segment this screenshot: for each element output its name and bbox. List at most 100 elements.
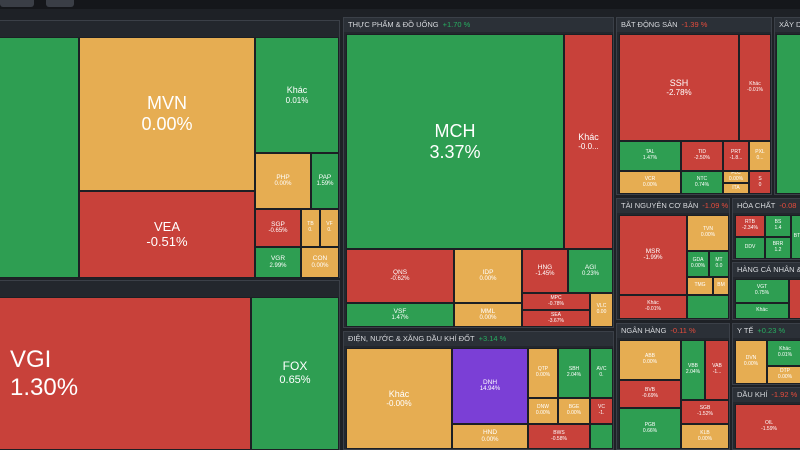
tile-symbol: GDA — [692, 257, 704, 264]
tile-bvb[interactable]: BVB -0.69% — [619, 380, 681, 408]
tile-mt[interactable]: MT 0.0 — [709, 251, 729, 277]
tile-unlabeled[interactable] — [776, 34, 800, 194]
tile-vgt[interactable]: VGT 0.75% — [735, 279, 789, 303]
tile-symbol: TB — [307, 221, 314, 228]
tile-avc[interactable]: AVC 0. — [590, 348, 613, 398]
tile-brr[interactable]: BRR 1.2 — [765, 237, 791, 259]
tile-tmg[interactable]: TMG — [687, 277, 713, 295]
tile-oil[interactable]: OIL -1.59% — [735, 404, 800, 449]
tile-vsf[interactable]: VSF 1.47% — [346, 303, 454, 327]
tile-unlabeled[interactable] — [0, 37, 79, 278]
tile-khac[interactable]: Khác 0.01% — [767, 340, 800, 366]
tile-unlabeled[interactable] — [590, 424, 613, 449]
tile-vc[interactable]: VC -1. — [590, 398, 613, 424]
tile-bs[interactable]: BS 1.4 — [765, 215, 791, 237]
tile-idp[interactable]: IDP 0.00% — [454, 249, 522, 303]
sector-basic-resources: TÀI NGUYÊN CƠ BẢN -1.09 % MSR -1.99% TVN 0.… — [616, 198, 730, 320]
tile-khac[interactable]: Khác -0.00% — [346, 348, 452, 449]
tile-klb[interactable]: KLB 0.00% — [681, 424, 729, 449]
tile-pxl[interactable]: PXL 0... — [749, 141, 771, 171]
tile-mml[interactable]: MML 0.00% — [454, 303, 522, 327]
tile-unlabeled[interactable] — [687, 295, 729, 319]
tile-vf[interactable]: VF 0. — [320, 209, 339, 247]
tile-sgb[interactable]: SGB -1.52% — [681, 400, 729, 424]
tile-vgr[interactable]: VGR 2.99% — [255, 247, 301, 278]
tile-vab[interactable]: VAB -1... — [705, 340, 729, 400]
tile-vcr[interactable]: VCR 0.00% — [619, 171, 681, 194]
tile-tal[interactable]: TAL 1.47% — [619, 141, 681, 171]
tile-ntc[interactable]: NTC 0.74% — [681, 171, 723, 194]
tile-percent: 1.47% — [642, 155, 658, 161]
tile-abb[interactable]: ABB 0.00% — [619, 340, 681, 380]
tile-php[interactable]: PHP 0.00% — [255, 153, 311, 209]
tile-dnw[interactable]: DNW 0.00% — [528, 398, 558, 424]
tile-ssh[interactable]: SSH -2.78% — [619, 34, 739, 141]
sector-change: -1.09 % — [702, 201, 729, 210]
tile-percent: 0.00% — [700, 232, 716, 238]
tile-mpc[interactable]: MPC -0.78% — [522, 293, 590, 310]
tile-hnd[interactable]: HND 0.00% — [452, 424, 528, 449]
tile-bm[interactable]: BM — [713, 277, 729, 295]
tile-percent: -1.99% — [643, 255, 663, 262]
tile-sea[interactable]: SEA -3.67% — [522, 310, 590, 327]
tile-flc[interactable]: FLC 0.00% — [723, 171, 749, 183]
tile-percent: -0.65% — [268, 228, 288, 235]
tile-percent: 0.00% — [535, 410, 551, 416]
tile-khac[interactable]: Khác -0.0... — [564, 34, 613, 249]
tile-msr[interactable]: MSR -1.99% — [619, 215, 687, 295]
tile-pgb[interactable]: PGB 0.66% — [619, 408, 681, 449]
tile-mch[interactable]: MCH 3.37% — [346, 34, 564, 249]
tile-percent: 0.00% — [743, 361, 759, 367]
tile-symbol: SBH — [568, 366, 580, 373]
tile-unlabeled[interactable] — [789, 279, 800, 319]
tile-pap[interactable]: PAP 1.59% — [311, 153, 339, 209]
tile-sgp[interactable]: SGP -0.65% — [255, 209, 301, 247]
toolbar-button[interactable] — [0, 0, 34, 7]
sector-change: -1.92 % — [771, 390, 798, 399]
tile-con[interactable]: CON 0.00% — [301, 247, 339, 278]
tile-percent: 1.47% — [391, 315, 409, 322]
tile-hng[interactable]: HNG -1.45% — [522, 249, 568, 293]
tile-prt[interactable]: PRT -1.8... — [723, 141, 749, 171]
tile-gda[interactable]: GDA 0.00% — [687, 251, 709, 277]
tile-symbol: Khác — [749, 80, 761, 87]
tile-symbol: AGI — [584, 263, 597, 271]
tile-bge[interactable]: BGE 0.00% — [558, 398, 590, 424]
tile-tvn[interactable]: TVN 0.00% — [687, 215, 729, 251]
tile-qns[interactable]: QNS -0.62% — [346, 249, 454, 303]
toolbar-button[interactable] — [46, 0, 74, 7]
tile-bws[interactable]: BWS -0.58% — [528, 424, 590, 449]
tile-tid[interactable]: TID -2.50% — [681, 141, 723, 171]
tile-vlc[interactable]: VLC 0.00 — [590, 293, 613, 327]
sector-header: BẤT ĐỘNG SẢN -1.39 % — [617, 18, 771, 32]
tile-mvn[interactable]: MVN 0.00% — [79, 37, 255, 191]
tile-fox[interactable]: FOX 0.65% — [251, 297, 339, 450]
tile-percent: 2.04% — [685, 369, 701, 375]
tile-ddv[interactable]: DDV — [735, 237, 765, 259]
tile-dtp[interactable]: DTP 0.00% — [767, 366, 800, 384]
tile-bt[interactable]: BT — [791, 215, 800, 259]
tile-dnh[interactable]: DNH 14.94% — [452, 348, 528, 424]
tile-sbh[interactable]: SBH 2.04% — [558, 348, 590, 398]
tile-tb[interactable]: TB 0. — [301, 209, 320, 247]
tile-symbol: Khác — [756, 307, 768, 314]
tile-percent: -1.59% — [761, 425, 777, 432]
tile-ita[interactable]: ITA — [723, 183, 749, 194]
tile-symbol: MT — [715, 257, 723, 264]
tile-percent: -0.0... — [578, 142, 599, 152]
tile-rtb[interactable]: RTB -2.34% — [735, 215, 765, 237]
sector-name: DẦU KHÍ — [737, 390, 768, 399]
tile-vgi[interactable]: VGI 1.30% — [0, 297, 251, 450]
tile-agi[interactable]: AGI 0.23% — [568, 249, 613, 293]
tile-percent: 0.01% — [285, 95, 309, 105]
tile-khac[interactable]: Khác — [735, 303, 789, 319]
tile-khac[interactable]: Khác 0.01% — [255, 37, 339, 153]
tile-vbb[interactable]: VBB 2.04% — [681, 340, 705, 400]
tile-khac[interactable]: Khác -0.01% — [739, 34, 771, 141]
tile-khac[interactable]: Khác -0.01% — [619, 295, 687, 319]
tile-dvn[interactable]: DVN 0.00% — [735, 340, 767, 384]
tile-percent: -2.78% — [666, 88, 692, 98]
tile-qtp[interactable]: QTP 0.00% — [528, 348, 558, 398]
tile-vea[interactable]: VEA -0.51% — [79, 191, 255, 278]
